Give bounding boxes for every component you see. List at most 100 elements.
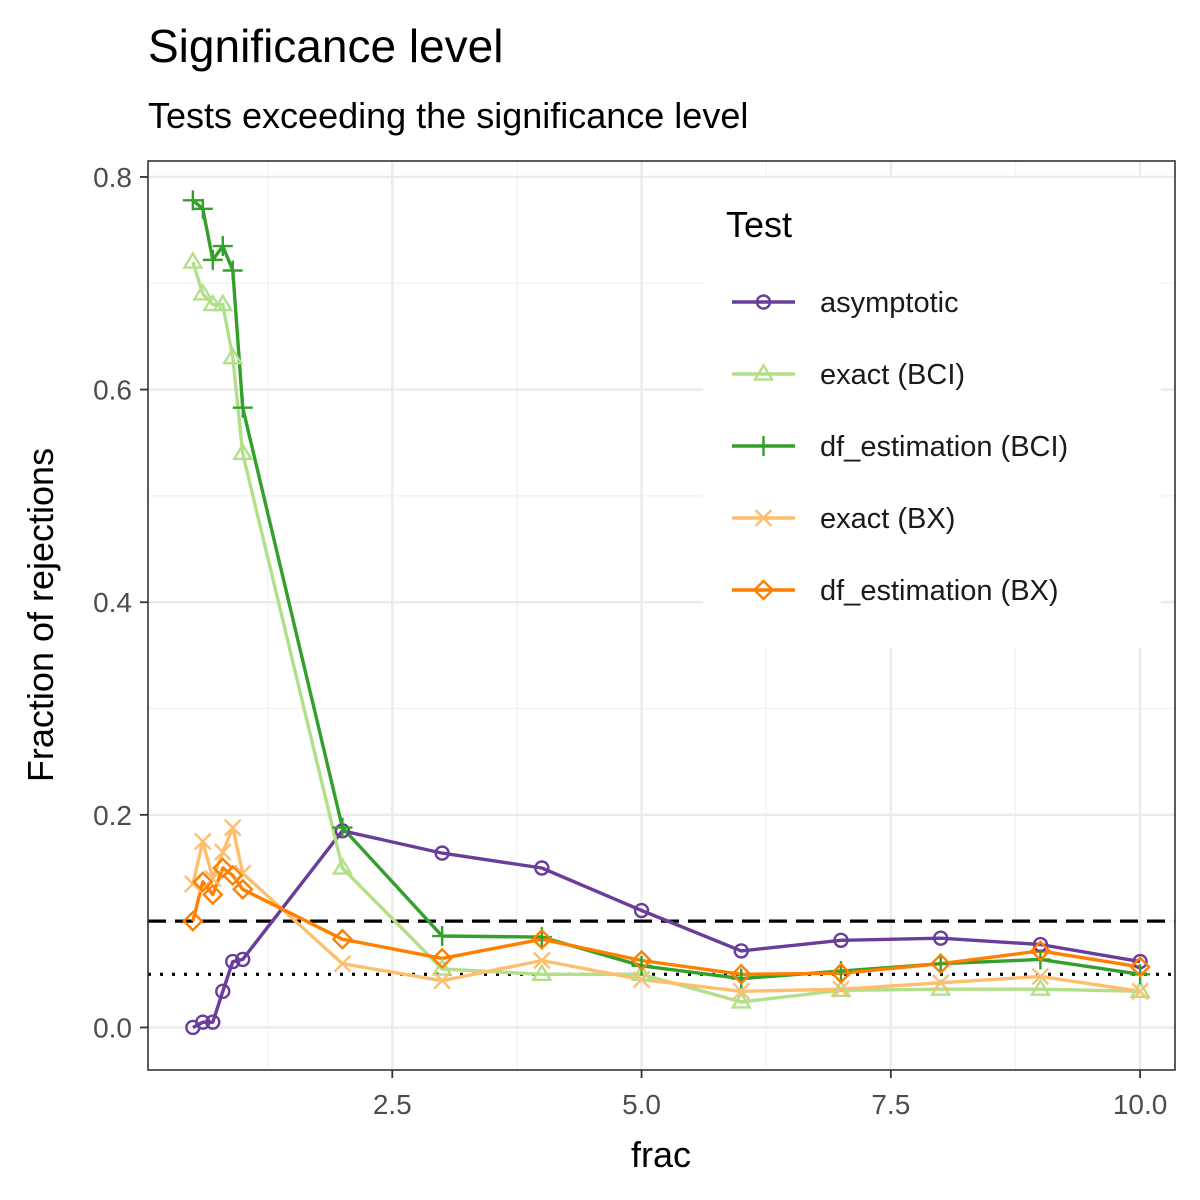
data-point (215, 983, 231, 1000)
data-point (195, 1014, 211, 1030)
data-point (431, 958, 453, 976)
y-tick-label: 0.2 (93, 800, 132, 831)
legend-key-marker (753, 436, 774, 456)
data-point (534, 860, 550, 876)
data-point (1029, 940, 1052, 962)
data-point (212, 236, 233, 257)
data-point (331, 928, 354, 950)
data-point (192, 871, 214, 893)
data-point (1129, 980, 1151, 999)
legend-label: df_estimation (BCI) (820, 431, 1068, 463)
x-axis-ticks: 2.5 5.0 7.5 10.0 (373, 1070, 1168, 1120)
x-axis-title: frac (631, 1134, 691, 1175)
data-point (932, 930, 949, 946)
data-point (1129, 956, 1151, 978)
y-axis-ticks: 0.0 0.2 0.4 0.6 0.8 (93, 162, 148, 1043)
data-point (633, 902, 650, 919)
data-point (213, 843, 232, 861)
data-point (730, 963, 752, 986)
x-tick-label: 5.0 (622, 1089, 661, 1120)
legend-item: exact (BX) (732, 503, 955, 535)
legend: Test asymptotic exact (BCI) df_estimation … (703, 178, 1161, 648)
chart-title: Significance level (148, 20, 503, 72)
x-tick-label: 2.5 (373, 1089, 412, 1120)
legend-label: df_estimation (BX) (820, 575, 1059, 607)
data-point (631, 955, 652, 976)
data-point (431, 947, 453, 970)
data-point (222, 864, 244, 887)
panel-border (147, 160, 1176, 1071)
data-point (223, 818, 242, 837)
reference-lines (148, 919, 1175, 976)
data-point (232, 878, 254, 900)
series-line-0 (192, 829, 1141, 1029)
x-tick-label: 10.0 (1113, 1089, 1168, 1120)
data-point (731, 968, 752, 989)
data-point (235, 951, 251, 968)
chart-subtitle: Tests exceeding the significance level (148, 95, 748, 136)
legend-key-marker (755, 294, 772, 310)
series-points (182, 190, 1151, 1036)
data-point (205, 1014, 221, 1030)
data-point (225, 953, 241, 970)
data-point (212, 293, 234, 312)
y-tick-label: 0.8 (93, 162, 132, 193)
data-point (333, 954, 352, 973)
data-point (192, 198, 213, 219)
legend-key-marker (754, 509, 773, 527)
data-point (733, 943, 749, 959)
data-point (202, 293, 224, 312)
data-point (533, 951, 551, 970)
data-point (732, 982, 751, 1001)
data-point (1131, 982, 1149, 1001)
legend-background (703, 178, 1161, 648)
data-point (222, 260, 243, 281)
legend-item: asymptotic (732, 287, 959, 319)
data-point (930, 953, 951, 974)
data-point (433, 971, 451, 990)
legend-item: df_estimation (BX) (732, 575, 1059, 607)
legend-label: exact (BCI) (820, 359, 965, 391)
legend-title: Test (726, 204, 792, 245)
x-tick-label: 7.5 (871, 1089, 910, 1120)
data-point (1031, 967, 1050, 986)
data-point (730, 991, 752, 1009)
data-point (182, 190, 203, 211)
y-axis-title: Fraction of rejections (20, 448, 61, 782)
data-point (222, 346, 244, 365)
data-point (830, 979, 852, 997)
data-point (830, 962, 852, 984)
data-point (212, 857, 234, 879)
data-point (182, 910, 204, 932)
data-point (1029, 978, 1052, 996)
legend-item: exact (BCI) (732, 359, 965, 391)
data-point (331, 857, 354, 875)
legend-items: asymptotic exact (BCI) df_estimation (BCI)… (732, 287, 1068, 607)
data-point (193, 832, 212, 851)
data-point (833, 932, 849, 948)
data-point (202, 883, 224, 906)
data-point (632, 970, 651, 989)
data-point (929, 952, 952, 975)
y-tick-label: 0.4 (93, 587, 132, 618)
data-point (630, 949, 653, 972)
y-tick-label: 0.0 (93, 1012, 132, 1043)
data-point (531, 963, 553, 982)
legend-key-marker (752, 579, 775, 601)
legend-label: asymptotic (820, 287, 959, 319)
legend-key-marker (752, 363, 775, 381)
legend-item: df_estimation (BCI) (732, 431, 1068, 463)
data-point (432, 926, 453, 947)
data-point (192, 283, 214, 301)
data-point (332, 817, 353, 838)
data-point (232, 397, 253, 418)
data-point (531, 928, 553, 950)
data-point (202, 249, 223, 270)
data-point (232, 442, 254, 461)
y-tick-label: 0.6 (93, 375, 132, 406)
data-point (434, 845, 450, 861)
data-point (182, 251, 204, 269)
data-point (931, 973, 950, 992)
data-point (832, 980, 850, 999)
